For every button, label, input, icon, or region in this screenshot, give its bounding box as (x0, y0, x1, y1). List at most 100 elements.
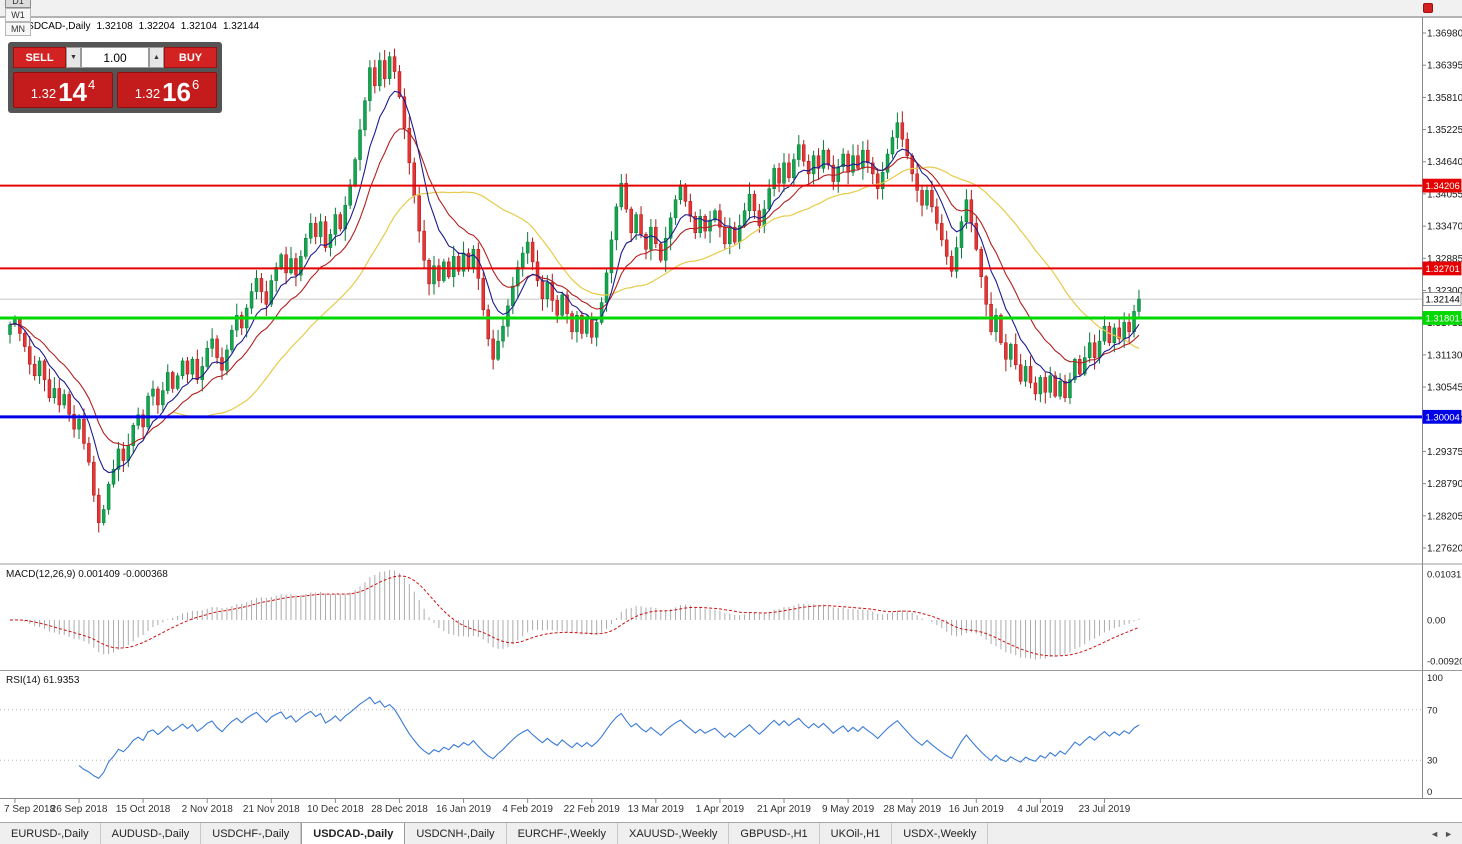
price-scale-label: 1.29375 (1427, 447, 1462, 458)
candle (925, 190, 929, 206)
chart-tab-ukoil-h1[interactable]: UKOil-,H1 (820, 823, 893, 844)
candle (954, 247, 959, 272)
date-label: 21 Apr 2019 (757, 804, 811, 815)
timeframe-button-mn[interactable]: MN (5, 22, 31, 36)
macd-signal-value: -0.000368 (122, 569, 168, 580)
candle (47, 379, 52, 399)
date-label: 2 Nov 2018 (182, 804, 234, 815)
candle (782, 162, 786, 184)
ohlc-open: 1.32108 (96, 21, 133, 32)
candle (1068, 379, 1072, 399)
chart-tab-xauusd-weekly[interactable]: XAUUSD-,Weekly (618, 823, 730, 844)
candle (239, 315, 244, 329)
chart-tabs: EURUSD-,Daily AUDUSD-,Daily USDCHF-,Daily U… (0, 823, 989, 844)
candle (895, 122, 900, 138)
chart-tab-usdx-weekly[interactable]: USDX-,Weekly (892, 823, 989, 844)
candle (525, 241, 530, 254)
date-label: 26 Sep 2018 (51, 804, 108, 815)
candle (358, 129, 362, 160)
candle (1009, 344, 1013, 360)
price-badge (1422, 311, 1462, 325)
chart-tab-usdchf-daily[interactable]: USDCHF-,Daily (201, 823, 302, 844)
candle (614, 206, 619, 241)
sell-price-display[interactable]: 1.32 14 4 (13, 72, 113, 108)
rsi-name: RSI(14) (6, 675, 41, 686)
candle (797, 144, 801, 160)
candle (1048, 375, 1052, 393)
candle (451, 256, 456, 277)
candle (146, 395, 150, 428)
price-scale-label: 1.35225 (1427, 125, 1462, 136)
candle (294, 258, 298, 276)
candle (387, 56, 392, 79)
chart-tab-gbpusd-h1[interactable]: GBPUSD-,H1 (729, 823, 820, 844)
timeframe-button-w1[interactable]: W1 (5, 8, 31, 22)
date-label: 23 Jul 2019 (1079, 804, 1131, 815)
candle (27, 346, 32, 365)
buy-button[interactable]: BUY (164, 47, 217, 68)
candle (170, 372, 175, 389)
chart-tab-eurusd-daily[interactable]: EURUSD-,Daily (0, 823, 101, 844)
candle (87, 443, 91, 463)
candle (1063, 381, 1067, 399)
price-scale-label: 1.32300 (1427, 286, 1462, 297)
candle (481, 278, 486, 311)
macd-signal-line (9, 575, 1140, 657)
date-label: 22 Feb 2019 (564, 804, 621, 815)
candle (856, 155, 860, 169)
chart-area[interactable]: 1.36980 1.36395 1.35810 1.35225 1.34640 1.340… (0, 0, 1462, 822)
candle (180, 360, 185, 377)
candle (752, 193, 757, 211)
chevron-up-icon: ▲ (153, 54, 160, 61)
price-scale-label: 1.35810 (1427, 93, 1462, 104)
candle (72, 414, 76, 430)
tab-scroll-left-icon[interactable]: ◄ (1430, 828, 1440, 839)
macd-indicator-label: MACD(12,26,9) 0.001409 -0.000368 (6, 569, 168, 580)
candle (279, 254, 283, 268)
tab-scroll-right-icon[interactable]: ► (1444, 828, 1453, 839)
candle (555, 300, 559, 316)
rsi-scale-label: 70 (1427, 705, 1438, 716)
volume-input[interactable] (81, 47, 149, 68)
candles-layer (8, 48, 1141, 533)
chart-tab-eurchf-weekly[interactable]: EURCHF-,Weekly (507, 823, 618, 844)
macd-scale-label: -0.00920 (1427, 657, 1462, 668)
chart-tab-usdcnh-daily[interactable]: USDCNH-,Daily (405, 823, 507, 844)
price-scale-label: 1.31130 (1427, 350, 1462, 361)
sell-button[interactable]: SELL (13, 47, 66, 68)
timeframe-button-d1[interactable]: D1 (5, 0, 31, 8)
candle (92, 461, 96, 496)
volume-increase-button[interactable]: ▲ (149, 47, 164, 68)
price-badge (1422, 178, 1462, 193)
candle (1018, 364, 1023, 382)
candle (649, 226, 653, 250)
candle (516, 267, 520, 287)
candle (471, 248, 476, 268)
toolbar: H4D1W1MN (0, 0, 1462, 36)
candle (589, 318, 594, 338)
candle (821, 149, 826, 169)
candle (535, 261, 540, 281)
candle (289, 258, 293, 274)
candle (964, 199, 969, 222)
candle (1082, 357, 1087, 375)
candle (634, 214, 638, 233)
price-scale-label: 1.28790 (1427, 479, 1462, 490)
price-scale-label: 1.34640 (1427, 157, 1462, 168)
price-scale-label: 1.36395 (1427, 61, 1462, 72)
candle (96, 494, 101, 523)
chart-tab-usdcad-daily[interactable]: USDCAD-,Daily (301, 823, 406, 844)
candle (668, 217, 673, 239)
volume-decrease-button[interactable]: ▼ (66, 47, 81, 68)
rsi-line (78, 696, 1140, 779)
chart-tab-audusd-daily[interactable]: AUDUSD-,Daily (101, 823, 202, 844)
toolbar-red-icon[interactable] (1423, 3, 1433, 13)
buy-price-display[interactable]: 1.32 16 6 (117, 72, 217, 108)
chart-tab-bar: EURUSD-,Daily AUDUSD-,Daily USDCHF-,Daily U… (0, 822, 1462, 844)
candle (999, 315, 1003, 344)
price-scale-label: 1.33470 (1427, 222, 1462, 233)
candle (787, 162, 791, 178)
macd-name: MACD(12,26,9) (6, 569, 76, 580)
candle (550, 281, 555, 301)
candle (609, 239, 614, 274)
